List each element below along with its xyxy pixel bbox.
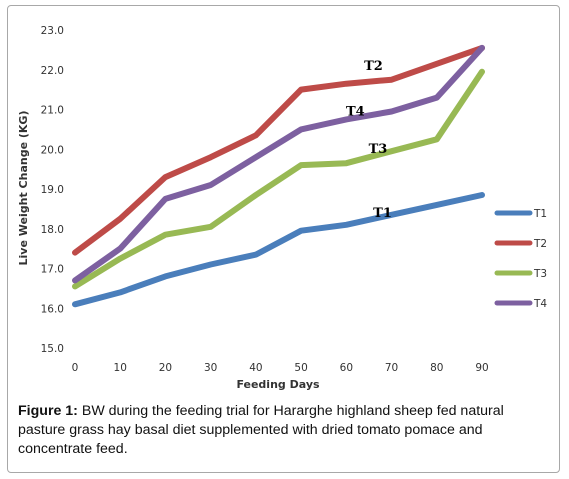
y-tick-label: 17.0 bbox=[41, 264, 64, 276]
y-tick-label: 21.0 bbox=[41, 105, 64, 117]
series-annotations: T2 T4 T3 T1 bbox=[346, 59, 392, 221]
y-tick-label: 22.0 bbox=[41, 65, 64, 77]
y-axis-ticks: 15.0 16.0 17.0 18.0 19.0 20.0 21.0 22.0 23.0 bbox=[41, 25, 64, 355]
series-annotation-t1: T1 bbox=[373, 206, 392, 221]
y-tick-label: 18.0 bbox=[41, 224, 64, 236]
series-line-t2 bbox=[72, 44, 485, 256]
x-tick-label: 0 bbox=[72, 362, 79, 374]
figure-caption: Figure 1: BW during the feeding trial fo… bbox=[18, 402, 548, 459]
legend-label-t4: T4 bbox=[533, 298, 547, 310]
series-annotation-t2: T2 bbox=[364, 59, 383, 74]
legend: T1 T2 T3 T4 bbox=[494, 208, 547, 310]
x-tick-label: 90 bbox=[475, 362, 488, 374]
y-tick-label: 15.0 bbox=[41, 343, 64, 355]
series-line-t1 bbox=[72, 192, 485, 308]
legend-label-t1: T1 bbox=[533, 208, 547, 220]
y-tick-label: 19.0 bbox=[41, 184, 64, 196]
series-line-t3 bbox=[72, 68, 485, 290]
x-tick-label: 80 bbox=[430, 362, 443, 374]
series-line-t4 bbox=[72, 44, 485, 284]
x-tick-label: 50 bbox=[294, 362, 307, 374]
x-axis-ticks: 0 10 20 30 40 50 60 70 80 90 bbox=[72, 362, 489, 374]
x-tick-label: 30 bbox=[204, 362, 217, 374]
legend-label-t3: T3 bbox=[533, 268, 547, 280]
y-axis-title: Live Weight Change (KG) bbox=[17, 111, 30, 266]
y-tick-label: 16.0 bbox=[41, 303, 64, 315]
series-annotation-t4: T4 bbox=[346, 104, 365, 119]
x-tick-label: 70 bbox=[385, 362, 398, 374]
caption-label: Figure 1: bbox=[18, 403, 78, 419]
x-tick-label: 20 bbox=[159, 362, 172, 374]
x-tick-label: 10 bbox=[114, 362, 127, 374]
y-tick-label: 20.0 bbox=[41, 144, 64, 156]
x-axis-title: Feeding Days bbox=[236, 378, 320, 391]
line-chart: 15.0 16.0 17.0 18.0 19.0 20.0 21.0 22.0 23.0 0 10… bbox=[17, 25, 547, 391]
series-annotation-t3: T3 bbox=[369, 142, 388, 157]
y-tick-label: 23.0 bbox=[41, 25, 64, 37]
x-tick-label: 60 bbox=[340, 362, 353, 374]
caption-text: BW during the feeding trial for Hararghe… bbox=[18, 403, 504, 457]
x-tick-label: 40 bbox=[249, 362, 262, 374]
series-lines bbox=[72, 44, 485, 308]
legend-label-t2: T2 bbox=[533, 238, 547, 250]
